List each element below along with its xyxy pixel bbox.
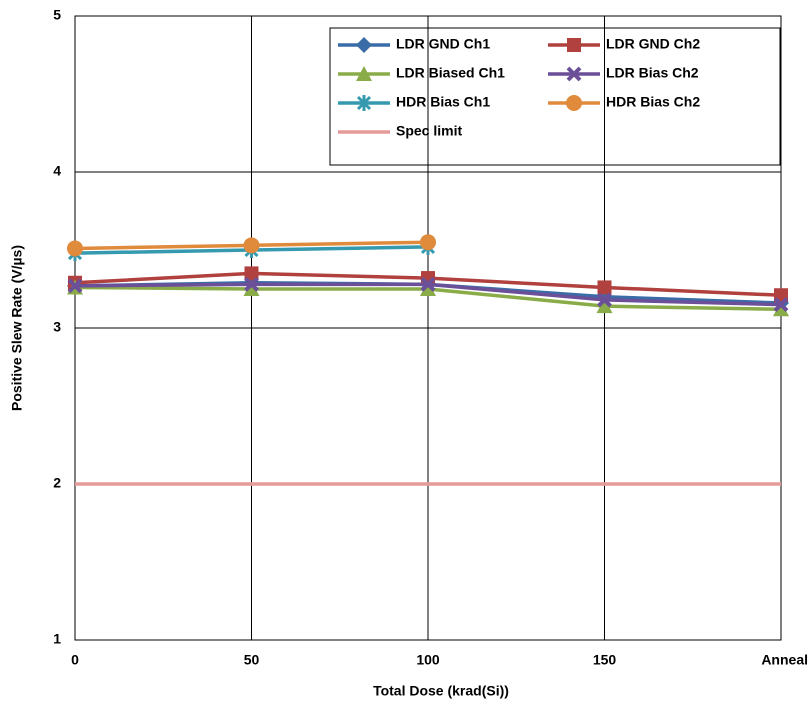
x-tick-label: Anneal xyxy=(761,652,808,668)
marker xyxy=(67,240,83,257)
legend-label: HDR Bias Ch2 xyxy=(606,94,700,110)
legend-label: LDR GND Ch1 xyxy=(396,36,490,52)
y-tick-label: 3 xyxy=(53,319,61,335)
x-tick-label: 150 xyxy=(593,652,617,668)
legend-label: LDR Bias Ch2 xyxy=(606,65,699,81)
y-tick-label: 5 xyxy=(53,7,61,23)
legend-label: LDR Biased Ch1 xyxy=(396,65,505,81)
marker xyxy=(67,278,83,294)
y-tick-label: 1 xyxy=(53,631,61,647)
legend-label: Spec limit xyxy=(396,123,462,139)
y-tick-label: 2 xyxy=(53,475,61,491)
marker xyxy=(566,95,582,111)
marker xyxy=(567,38,581,52)
marker xyxy=(244,266,259,281)
marker xyxy=(420,276,436,292)
marker xyxy=(243,237,260,254)
marker xyxy=(596,298,613,314)
x-tick-label: 100 xyxy=(416,652,440,668)
legend-label: LDR GND Ch2 xyxy=(606,36,700,52)
marker xyxy=(773,301,789,317)
marker xyxy=(773,297,789,313)
marker xyxy=(420,281,436,296)
legend-box xyxy=(329,27,781,166)
x-axis-title: Total Dose (krad(Si)) xyxy=(373,683,509,699)
marker xyxy=(356,66,372,81)
marker xyxy=(356,37,372,53)
marker xyxy=(566,66,582,82)
legend-label: HDR Bias Ch1 xyxy=(396,94,490,110)
marker xyxy=(420,234,436,251)
x-tick-label: 50 xyxy=(244,652,260,668)
plot-frame xyxy=(74,15,782,641)
y-axis-title: Positive Slew Rate (V/µs) xyxy=(9,245,25,411)
x-tick-label: 0 xyxy=(71,652,79,668)
marker xyxy=(356,95,372,111)
marker xyxy=(597,292,612,308)
marker xyxy=(244,276,259,292)
marker xyxy=(243,281,260,296)
y-tick-label: 4 xyxy=(53,163,61,179)
marker xyxy=(597,280,612,295)
